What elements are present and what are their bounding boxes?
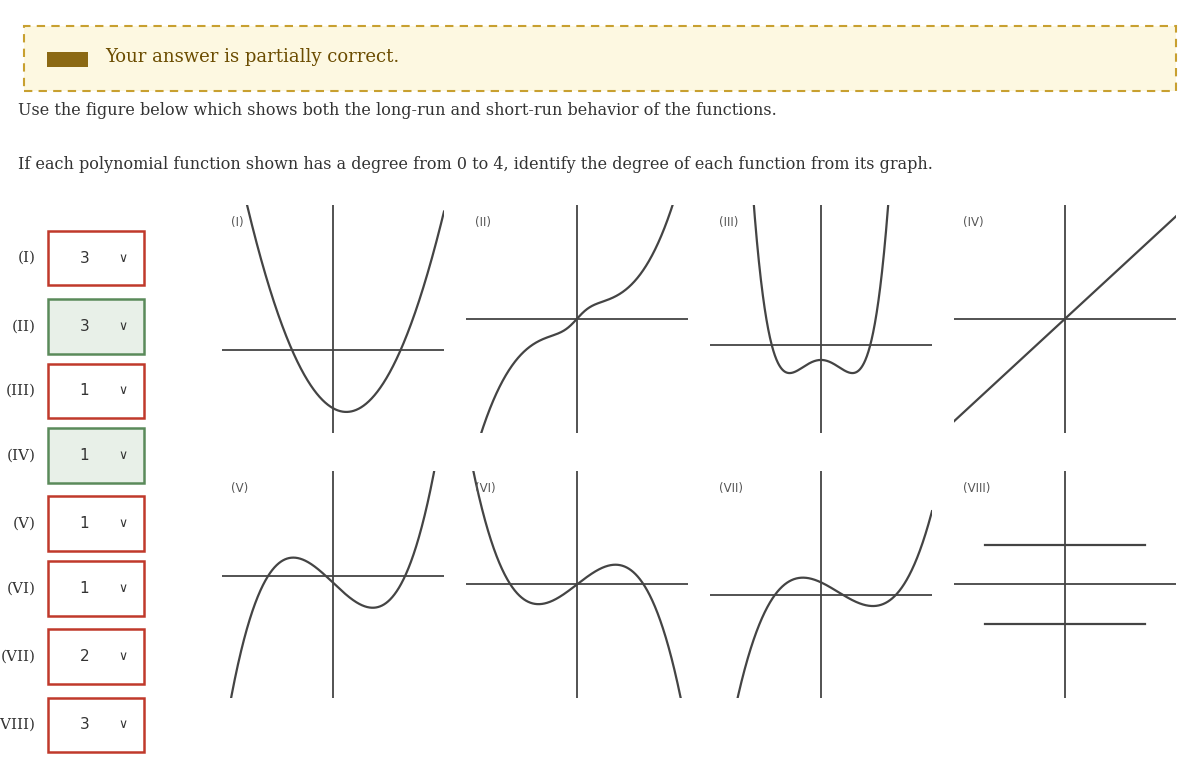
FancyBboxPatch shape: [48, 698, 144, 752]
FancyBboxPatch shape: [48, 428, 144, 483]
FancyBboxPatch shape: [48, 629, 144, 684]
Text: 1: 1: [79, 516, 89, 531]
Text: (II): (II): [475, 216, 491, 229]
Text: (VI): (VI): [7, 581, 36, 595]
Text: 3: 3: [79, 319, 89, 334]
Text: (IV): (IV): [7, 449, 36, 462]
Text: (I): (I): [18, 251, 36, 265]
Text: ∨: ∨: [119, 449, 127, 462]
Text: 1: 1: [79, 383, 89, 398]
Text: 1: 1: [79, 581, 89, 596]
Text: ∨: ∨: [119, 320, 127, 333]
Text: ∨: ∨: [119, 384, 127, 398]
FancyBboxPatch shape: [48, 364, 144, 418]
FancyBboxPatch shape: [48, 496, 144, 551]
Text: 2: 2: [79, 649, 89, 664]
FancyBboxPatch shape: [48, 561, 144, 616]
Text: ∨: ∨: [119, 581, 127, 595]
Text: (V): (V): [13, 517, 36, 531]
Bar: [47, 52, 88, 68]
Text: ∨: ∨: [119, 718, 127, 732]
Text: (II): (II): [12, 320, 36, 333]
Text: 3: 3: [79, 717, 89, 732]
Text: (VIII): (VIII): [0, 718, 36, 732]
FancyBboxPatch shape: [48, 231, 144, 285]
Text: ∨: ∨: [119, 650, 127, 663]
Text: (VI): (VI): [475, 482, 496, 495]
Text: (III): (III): [719, 216, 738, 229]
Text: 3: 3: [79, 250, 89, 266]
Text: (III): (III): [6, 384, 36, 398]
Text: (VIII): (VIII): [962, 482, 990, 495]
Text: Use the figure below which shows both the long-run and short-run behavior of the: Use the figure below which shows both th…: [18, 102, 776, 119]
Text: 1: 1: [79, 448, 89, 463]
FancyBboxPatch shape: [48, 299, 144, 354]
Text: (V): (V): [230, 482, 248, 495]
Text: (I): (I): [230, 216, 244, 229]
Text: (VII): (VII): [1, 650, 36, 663]
Text: ∨: ∨: [119, 251, 127, 265]
Text: Your answer is partially correct.: Your answer is partially correct.: [106, 49, 400, 66]
Text: (IV): (IV): [962, 216, 984, 229]
Text: (VII): (VII): [719, 482, 743, 495]
Text: ∨: ∨: [119, 517, 127, 531]
Text: If each polynomial function shown has a degree from 0 to 4, identify the degree : If each polynomial function shown has a …: [18, 156, 932, 172]
FancyBboxPatch shape: [24, 27, 1176, 91]
